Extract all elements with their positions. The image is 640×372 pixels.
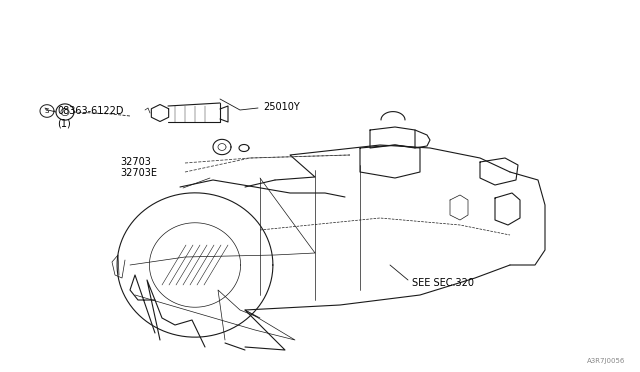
Text: 25010Y: 25010Y	[263, 102, 300, 112]
Text: (1): (1)	[57, 118, 71, 128]
Text: S: S	[45, 108, 49, 114]
Text: 32703: 32703	[120, 157, 151, 167]
Text: 08363-6122D: 08363-6122D	[57, 106, 124, 116]
Text: 32703E: 32703E	[120, 168, 157, 178]
Text: A3R7J0056: A3R7J0056	[587, 358, 625, 364]
Text: SEE SEC.320: SEE SEC.320	[412, 278, 474, 288]
